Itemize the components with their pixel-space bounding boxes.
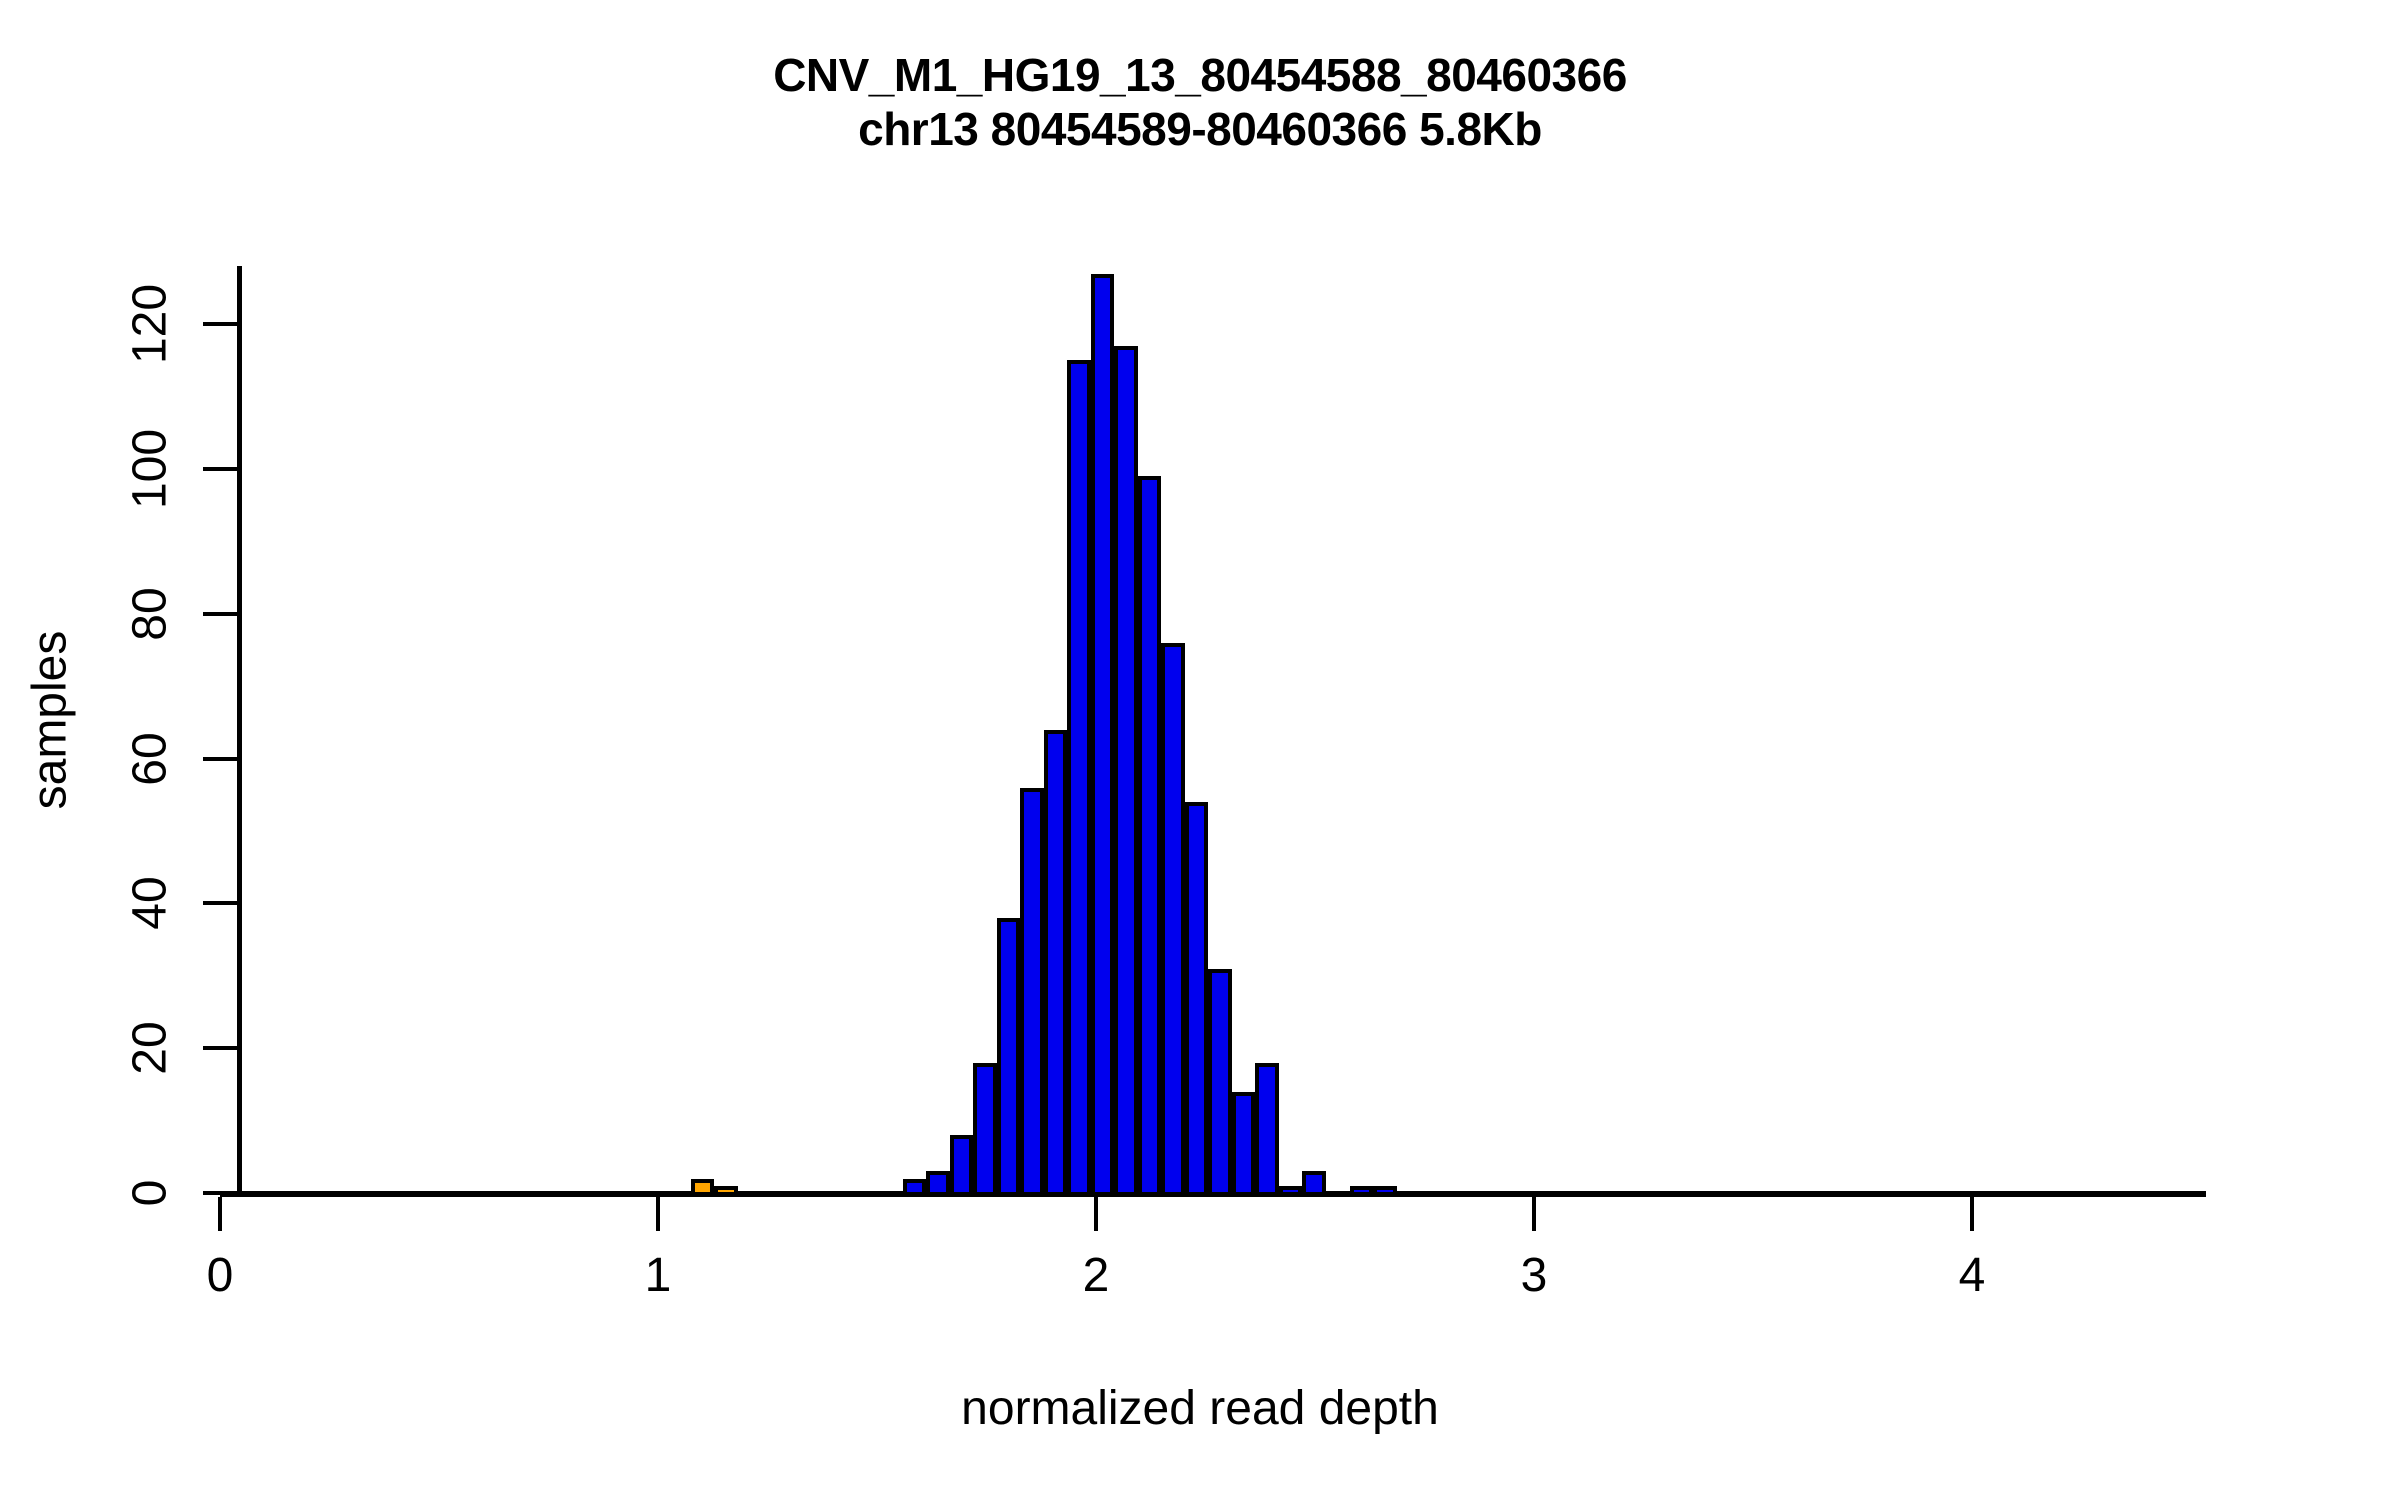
y-axis-tick-label: 80 <box>123 587 177 641</box>
histogram-bar <box>1231 1091 1256 1196</box>
y-axis-tick-label: 40 <box>123 876 177 931</box>
y-axis-tick-label-wrap: 120 <box>120 284 180 364</box>
y-axis-tick-label-wrap: 0 <box>120 1163 180 1223</box>
histogram-bar <box>1255 1062 1279 1196</box>
y-axis-tick <box>203 1046 237 1051</box>
x-axis-tick-label: 4 <box>1958 1249 1986 1302</box>
histogram-bar <box>1020 787 1044 1196</box>
y-axis-tick <box>203 611 237 616</box>
chart-title: CNV_M1_HG19_13_80454588_80460366 chr13 8… <box>0 48 2400 157</box>
histogram-bar <box>1349 1185 1374 1196</box>
histogram-bar <box>1161 642 1185 1196</box>
y-axis-line <box>237 266 242 1196</box>
histogram-bar <box>1067 360 1091 1196</box>
y-axis-tick-label: 20 <box>123 1021 177 1075</box>
histogram-bar <box>926 1171 950 1196</box>
y-axis-tick <box>203 756 237 761</box>
y-axis-tick <box>203 1191 237 1195</box>
x-axis-tick <box>1532 1197 1536 1231</box>
y-axis-tick <box>203 322 237 327</box>
chart-title-line-1: CNV_M1_HG19_13_80454588_80460366 <box>773 49 1627 101</box>
x-axis-tick <box>218 1197 222 1231</box>
histogram-bar <box>1184 802 1209 1196</box>
histogram-bar <box>1114 345 1138 1196</box>
histogram-bar <box>949 1135 974 1196</box>
histogram-bar <box>902 1178 927 1196</box>
histogram-bar <box>1043 729 1068 1196</box>
y-axis-title-wrap: samples <box>10 600 90 840</box>
histogram-bar <box>1373 1185 1397 1196</box>
y-axis-tick-label: 60 <box>123 731 177 786</box>
x-axis-tick-label: 3 <box>1520 1249 1548 1302</box>
histogram-bar <box>1208 968 1232 1196</box>
histogram-bar <box>996 917 1021 1196</box>
x-axis-tick-label: 1 <box>644 1249 672 1302</box>
histogram-bar <box>1278 1185 1303 1196</box>
y-axis-tick-label-wrap: 40 <box>120 873 180 933</box>
x-axis-title: normalized read depth <box>961 1382 1439 1435</box>
x-axis-tick <box>656 1197 660 1231</box>
y-axis-tick-label: 0 <box>123 1179 177 1207</box>
x-axis-tick-label: 0 <box>206 1249 234 1302</box>
y-axis-tick-label-wrap: 80 <box>120 584 180 644</box>
y-axis-tick-label: 100 <box>123 428 177 510</box>
y-axis-tick-label-wrap: 100 <box>120 429 180 509</box>
y-axis-tick-label-wrap: 20 <box>120 1018 180 1078</box>
histogram-bar <box>690 1178 715 1196</box>
y-axis-title: samples <box>23 630 77 810</box>
histogram-bar <box>1302 1171 1326 1196</box>
chart-title-line-2: chr13 80454589-80460366 5.8Kb <box>858 103 1542 156</box>
y-axis-tick <box>203 901 237 906</box>
x-axis-tick <box>1094 1197 1098 1231</box>
x-axis-tick <box>1970 1197 1974 1231</box>
histogram-bar <box>714 1185 738 1196</box>
histogram-bar <box>973 1062 997 1196</box>
y-axis-tick-label: 120 <box>123 284 177 365</box>
histogram-bar <box>1090 273 1115 1196</box>
histogram-bar <box>1137 476 1162 1196</box>
x-axis-tick-label: 2 <box>1082 1249 1110 1302</box>
y-axis-tick <box>203 467 237 471</box>
y-axis-tick-label-wrap: 60 <box>120 729 180 789</box>
